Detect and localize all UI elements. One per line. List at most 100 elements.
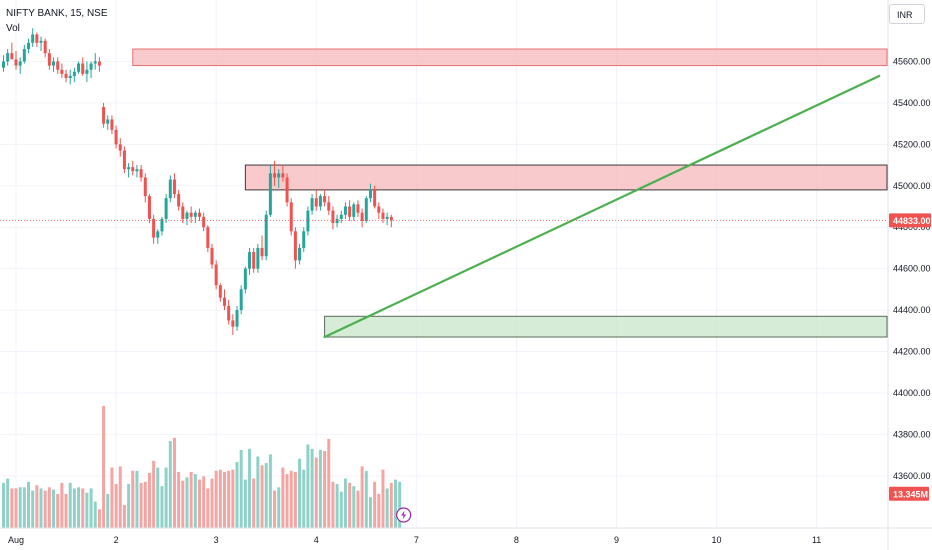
candle-body <box>256 247 260 269</box>
chart-legend: NIFTY BANK, 15, NSE Vol <box>6 6 108 36</box>
volume-bar <box>31 490 35 528</box>
candle-body <box>352 204 356 217</box>
ascending-trendline[interactable] <box>323 74 881 339</box>
candle-body <box>143 177 147 197</box>
lightning-glyph <box>401 510 407 520</box>
volume-bar <box>68 482 72 528</box>
volume-bar <box>139 482 143 528</box>
trendline[interactable] <box>323 74 881 339</box>
last-price-badge <box>889 213 931 228</box>
volume-bar <box>318 449 322 528</box>
candle-body <box>314 198 318 207</box>
candle-body <box>89 63 93 70</box>
volume-bar <box>172 437 176 528</box>
last-price-badge-text: 44833.00 <box>893 216 931 226</box>
candle-body <box>85 69 89 74</box>
candle-body <box>152 218 156 238</box>
x-tick-label: 3 <box>214 535 219 545</box>
y-tick-label: 45600.00 <box>893 56 931 66</box>
candle-body <box>248 252 252 269</box>
volume-bar <box>273 490 277 528</box>
volume-bar <box>122 504 126 528</box>
volume-bar <box>181 480 185 528</box>
currency-button[interactable]: INR <box>889 4 925 24</box>
volume-bar <box>227 470 231 528</box>
supply-zone[interactable] <box>244 164 888 191</box>
demand-zone[interactable] <box>324 315 888 338</box>
volume-bar <box>177 471 181 528</box>
y-tick-label: 44600.00 <box>893 264 931 274</box>
candle-body <box>35 34 39 43</box>
volume-indicator-label[interactable]: Vol <box>6 23 20 34</box>
candle-body <box>102 107 106 124</box>
y-tick-label: 43600.00 <box>893 471 931 481</box>
candle-body <box>385 216 389 219</box>
candle-body <box>298 247 302 261</box>
last-volume-badge-text: 13.345M <box>893 489 928 499</box>
candle-body <box>285 177 289 203</box>
volume-bar <box>235 462 239 528</box>
volume-bar <box>35 485 39 528</box>
volume-bar <box>331 481 335 528</box>
candle-body <box>239 289 243 311</box>
candle-body <box>60 69 64 74</box>
volume-bar <box>339 491 343 528</box>
candle-body <box>264 214 268 257</box>
volume-bar <box>168 441 172 528</box>
candle-body <box>114 129 118 145</box>
candle-body <box>164 198 168 219</box>
symbol-title[interactable]: NIFTY BANK, 15, NSE <box>6 8 108 19</box>
volume-bar <box>110 467 114 528</box>
candle-body <box>273 173 277 178</box>
candle-body <box>160 218 164 232</box>
candle-body <box>339 214 343 219</box>
candle-body <box>202 216 206 228</box>
candle-body <box>110 119 114 130</box>
candle-body <box>22 49 26 62</box>
candle-body <box>327 202 331 211</box>
candle-body <box>373 189 377 207</box>
candle-body <box>310 198 314 211</box>
volume-bar <box>164 467 168 528</box>
candle-body <box>139 169 143 178</box>
candle-body <box>43 40 47 54</box>
volume-bar <box>6 478 10 528</box>
volume-bar <box>348 482 352 528</box>
candle-body <box>193 212 197 217</box>
candle-body <box>106 119 110 124</box>
candle-body <box>235 310 239 327</box>
volume-bar <box>143 481 147 528</box>
candle-body <box>47 53 51 66</box>
candle-body <box>64 73 68 79</box>
candle-body <box>302 231 306 248</box>
volume-bar <box>373 481 377 528</box>
volume-bar <box>352 486 356 528</box>
volume-bar <box>252 478 256 528</box>
candle-body <box>227 305 231 321</box>
volume-bar <box>218 469 222 528</box>
volume-bar <box>381 469 385 528</box>
volume-bar <box>156 467 160 528</box>
x-tick-label: 11 <box>812 535 821 545</box>
candle-body <box>360 212 364 221</box>
candle-body <box>343 206 347 215</box>
price-badges: 44833.00 13.345M <box>396 213 931 523</box>
volume-bar <box>189 471 193 528</box>
candle-body <box>118 144 122 151</box>
volume-bar <box>293 471 297 528</box>
volume-bar <box>56 493 60 528</box>
zones[interactable] <box>132 48 888 338</box>
volume-bar <box>389 482 393 528</box>
volume-bar <box>135 470 139 528</box>
supply-zone[interactable] <box>132 48 888 67</box>
candle-body <box>52 61 56 66</box>
candle-body <box>214 264 218 286</box>
candle-body <box>189 212 193 217</box>
volume-bar <box>47 487 51 528</box>
candle-body <box>72 71 76 76</box>
volume-bar <box>106 493 110 528</box>
volume-bar <box>39 488 43 528</box>
candle-body <box>289 202 293 232</box>
volume-bar <box>248 448 252 528</box>
